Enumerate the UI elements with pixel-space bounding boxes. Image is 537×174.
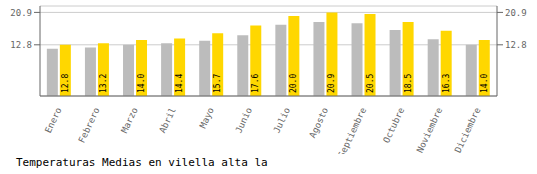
svg-text:18.5: 18.5 (404, 74, 413, 93)
svg-text:Mayo: Mayo (198, 106, 216, 130)
svg-text:Agosto: Agosto (307, 106, 330, 140)
svg-text:Abril: Abril (157, 106, 178, 135)
svg-text:20.0: 20.0 (289, 74, 298, 93)
svg-text:12.8: 12.8 (10, 40, 32, 50)
svg-text:Diciembre: Diciembre (453, 106, 483, 154)
svg-text:13.2: 13.2 (99, 74, 108, 93)
svg-text:17.6: 17.6 (251, 74, 260, 93)
svg-text:Septiembre: Septiembre (336, 106, 368, 154)
svg-text:Enero: Enero (43, 106, 64, 135)
svg-text:Julio: Julio (272, 106, 293, 135)
svg-text:20.5: 20.5 (366, 74, 375, 93)
html-text:Temperaturas Medias en vilella: Temperaturas Medias en vilella alta la (16, 156, 268, 169)
svg-text:20.9: 20.9 (327, 74, 336, 93)
svg-text:20.9: 20.9 (10, 8, 32, 18)
svg-text:12.8: 12.8 (61, 74, 70, 93)
svg-text:Noviembre: Noviembre (415, 106, 445, 154)
svg-text:14.0: 14.0 (137, 74, 146, 93)
svg-text:Octubre: Octubre (381, 106, 406, 145)
svg-text:20.9: 20.9 (505, 8, 527, 18)
svg-text:Marzo: Marzo (119, 106, 140, 135)
svg-text:15.7: 15.7 (213, 74, 222, 93)
svg-text:14.0: 14.0 (480, 74, 489, 93)
svg-text:12.8: 12.8 (505, 40, 527, 50)
svg-text:14.4: 14.4 (175, 74, 184, 93)
svg-text:16.3: 16.3 (442, 74, 451, 93)
svg-text:Febrero: Febrero (77, 106, 102, 145)
svg-text:Junio: Junio (233, 106, 254, 135)
